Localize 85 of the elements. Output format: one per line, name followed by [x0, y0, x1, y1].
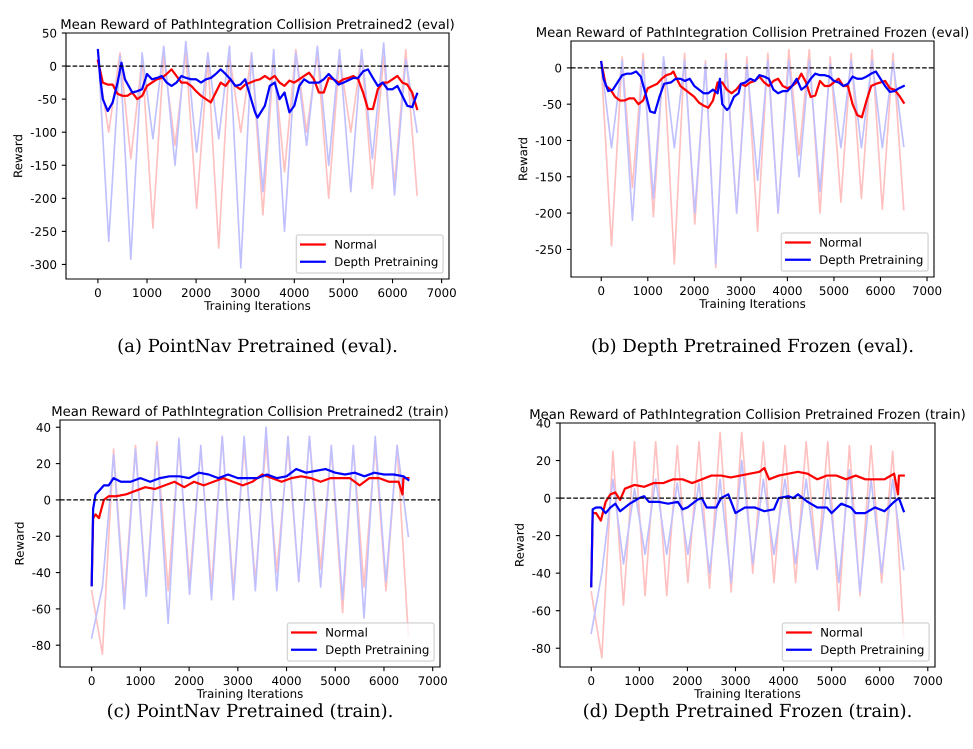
y-axis-title: Reward	[13, 135, 22, 177]
x-tick-label: 0	[94, 288, 101, 298]
x-tick-label: 3000	[231, 288, 260, 298]
x-tick-label: 3000	[726, 286, 756, 296]
y-axis-title: Reward	[14, 522, 24, 564]
y-tick-label: -150	[30, 160, 56, 170]
x-tick-label: 4000	[769, 676, 798, 686]
y-tick-label: -50	[38, 94, 56, 104]
y-tick-label: -20	[532, 531, 550, 540]
y-axis-title: Reward	[518, 138, 528, 180]
x-tick-label: 5000	[329, 288, 358, 298]
y-tick-label: -50	[543, 100, 562, 109]
x-tick-label: 5000	[818, 676, 846, 686]
legend-label: Depth Pretraining	[326, 644, 428, 656]
y-tick-label: -60	[532, 606, 550, 616]
y-tick-label: -100	[536, 136, 562, 146]
y-tick-label: -150	[536, 172, 562, 182]
x-tick-label: 0	[598, 286, 604, 296]
y-tick-label: -40	[32, 568, 50, 578]
y-tick-label: 20	[36, 459, 50, 468]
chart-title: Mean Reward of PathIntegration Collision Pretrained2 (train)	[52, 406, 448, 419]
line-series	[590, 493, 905, 588]
x-tick-label: 6000	[378, 288, 407, 298]
legend-label: Depth Pretraining	[821, 644, 924, 656]
text: (b) Depth Pretrained Frozen (eval).	[592, 338, 912, 356]
x-axis-title: Training Iterations	[699, 298, 806, 310]
chart-title: Mean Reward of PathIntegration Collision Pretrained Frozen (eval)	[537, 26, 968, 40]
x-tick-label: 1000	[133, 288, 162, 298]
x-tick-label: 7000	[418, 676, 447, 686]
x-axis-title: Training Iterations	[204, 300, 310, 312]
y-tick-label: 0	[44, 496, 50, 505]
x-tick-label: 4000	[272, 676, 301, 686]
legend-label: Normal	[820, 238, 861, 247]
y-tick-label: 0	[555, 64, 562, 73]
y-tick-label: 0	[50, 62, 56, 71]
y-tick-label: -250	[30, 227, 56, 236]
x-tick-label: 1000	[634, 286, 662, 296]
y-tick-label: -60	[32, 604, 50, 614]
x-tick-label: 2000	[680, 286, 709, 296]
x-tick-label: 7000	[914, 676, 942, 686]
x-tick-label: 6000	[866, 676, 894, 686]
legend-label: Normal	[821, 628, 862, 637]
y-tick-label: -80	[32, 640, 50, 650]
legend-label: Normal	[335, 240, 376, 249]
text: (a) PointNav Pretrained (eval).	[118, 338, 396, 355]
x-tick-label: 5000	[820, 286, 848, 296]
x-tick-label: 0	[88, 676, 95, 686]
y-tick-label: 0	[544, 494, 550, 503]
line-series	[96, 60, 418, 110]
y-tick-label: -20	[32, 532, 50, 541]
x-tick-label: 1000	[126, 676, 155, 686]
chart-title: Mean Reward of PathIntegration Collision Pretrained2 (eval)	[62, 18, 454, 32]
y-tick-label: -80	[532, 644, 550, 653]
y-tick-label: 40	[36, 422, 50, 432]
x-tick-label: 2000	[174, 676, 204, 686]
y-axis-title: Reward	[514, 524, 524, 566]
legend-label: Depth Pretraining	[820, 254, 922, 266]
x-tick-label: 3000	[224, 676, 252, 686]
x-tick-label: 6000	[866, 286, 895, 296]
y-tick-label: -100	[30, 128, 56, 137]
x-tick-label: 2000	[182, 288, 210, 298]
y-tick-label: -40	[532, 568, 550, 578]
legend-label: Depth Pretraining	[335, 256, 438, 268]
text: (d) Depth Pretrained Frozen (train).	[584, 703, 911, 721]
x-axis-title: Training Iterations	[694, 688, 800, 700]
y-tick-label: -200	[536, 208, 562, 218]
y-tick-label: 50	[42, 28, 56, 38]
x-tick-label: 3000	[721, 676, 750, 686]
y-tick-label: -300	[30, 260, 56, 270]
line-series	[96, 49, 418, 119]
x-tick-label: 5000	[321, 676, 350, 686]
x-tick-label: 1000	[626, 676, 654, 686]
x-tick-label: 7000	[912, 286, 942, 296]
text: (c) PointNav Pretrained (train).	[108, 703, 392, 720]
x-tick-label: 2000	[673, 676, 702, 686]
y-tick-label: -200	[30, 194, 56, 203]
x-tick-label: 4000	[280, 288, 309, 298]
x-tick-label: 4000	[772, 286, 802, 296]
legend-label: Normal	[326, 628, 367, 637]
x-tick-label: 6000	[370, 676, 398, 686]
y-tick-label: 20	[536, 456, 550, 466]
x-tick-label: 7000	[428, 288, 456, 298]
x-tick-label: 0	[588, 676, 594, 686]
y-tick-label: -250	[536, 245, 562, 254]
x-axis-title: Training Iterations	[196, 688, 303, 700]
